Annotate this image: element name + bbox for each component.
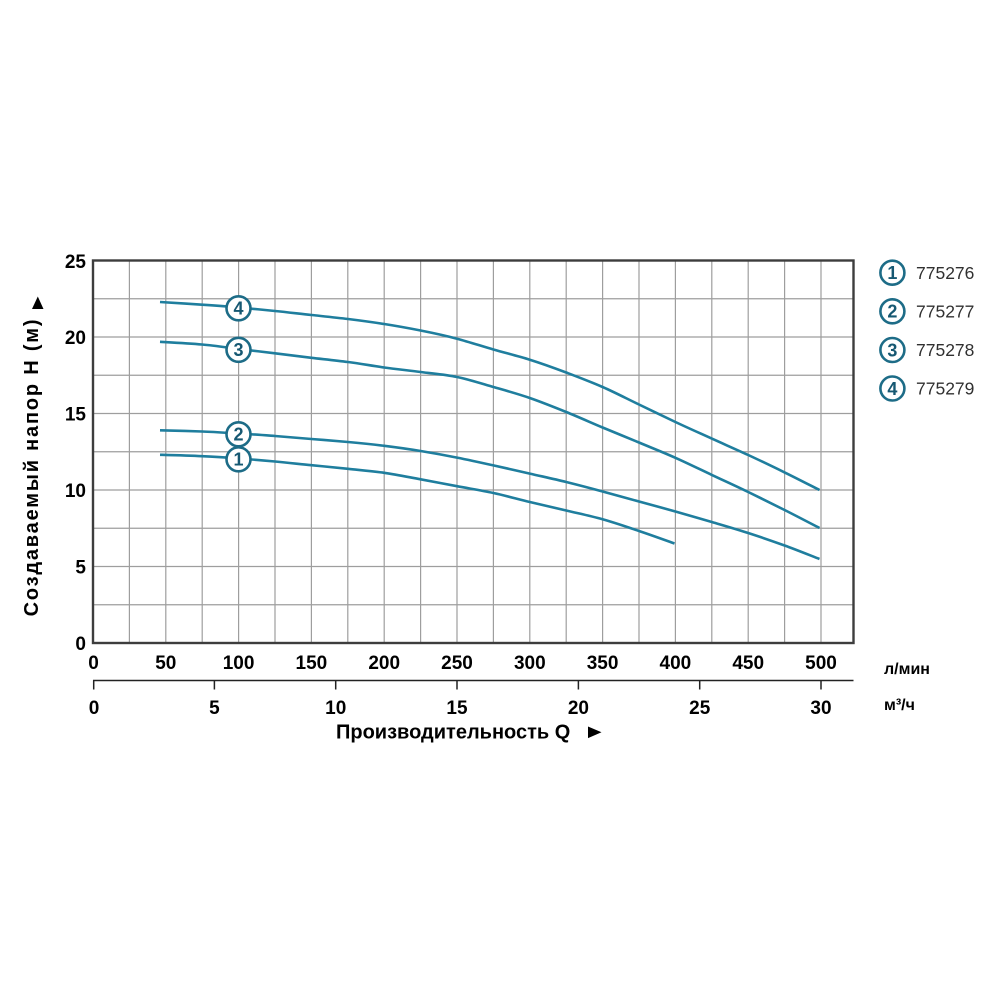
svg-text:300: 300: [514, 653, 546, 674]
svg-text:20: 20: [568, 698, 589, 719]
svg-text:10: 10: [65, 481, 86, 502]
svg-text:15: 15: [65, 405, 87, 426]
svg-text:4: 4: [233, 299, 243, 319]
svg-text:м³/ч: м³/ч: [884, 697, 915, 714]
svg-text:4: 4: [887, 379, 897, 399]
svg-text:5: 5: [209, 698, 220, 719]
svg-text:Производительность Q: Производительность Q: [336, 722, 570, 744]
svg-text:100: 100: [223, 653, 255, 674]
svg-text:775279: 775279: [916, 379, 974, 399]
svg-text:Создаваемый напор H (м): Создаваемый напор H (м): [21, 318, 43, 617]
svg-text:2: 2: [887, 302, 897, 322]
svg-text:3: 3: [233, 340, 243, 360]
svg-text:200: 200: [368, 653, 400, 674]
svg-text:450: 450: [732, 653, 764, 674]
svg-text:250: 250: [441, 653, 473, 674]
svg-text:3: 3: [887, 340, 897, 360]
svg-text:0: 0: [75, 634, 86, 655]
svg-text:500: 500: [805, 653, 837, 674]
svg-text:350: 350: [587, 653, 619, 674]
svg-text:л/мин: л/мин: [884, 661, 930, 678]
svg-text:775276: 775276: [916, 263, 974, 283]
svg-text:775277: 775277: [916, 302, 974, 322]
svg-text:1: 1: [887, 263, 897, 283]
svg-text:0: 0: [88, 653, 99, 674]
svg-text:25: 25: [689, 698, 711, 719]
svg-text:50: 50: [155, 653, 176, 674]
svg-text:5: 5: [75, 558, 86, 579]
svg-text:0: 0: [89, 698, 100, 719]
svg-text:25: 25: [65, 252, 87, 273]
svg-text:1: 1: [233, 450, 243, 470]
svg-text:150: 150: [296, 653, 328, 674]
svg-text:400: 400: [660, 653, 692, 674]
svg-text:2: 2: [233, 425, 243, 445]
svg-text:15: 15: [446, 698, 468, 719]
svg-text:20: 20: [65, 328, 86, 349]
svg-text:775278: 775278: [916, 340, 974, 360]
svg-text:10: 10: [325, 698, 346, 719]
svg-text:30: 30: [810, 698, 831, 719]
